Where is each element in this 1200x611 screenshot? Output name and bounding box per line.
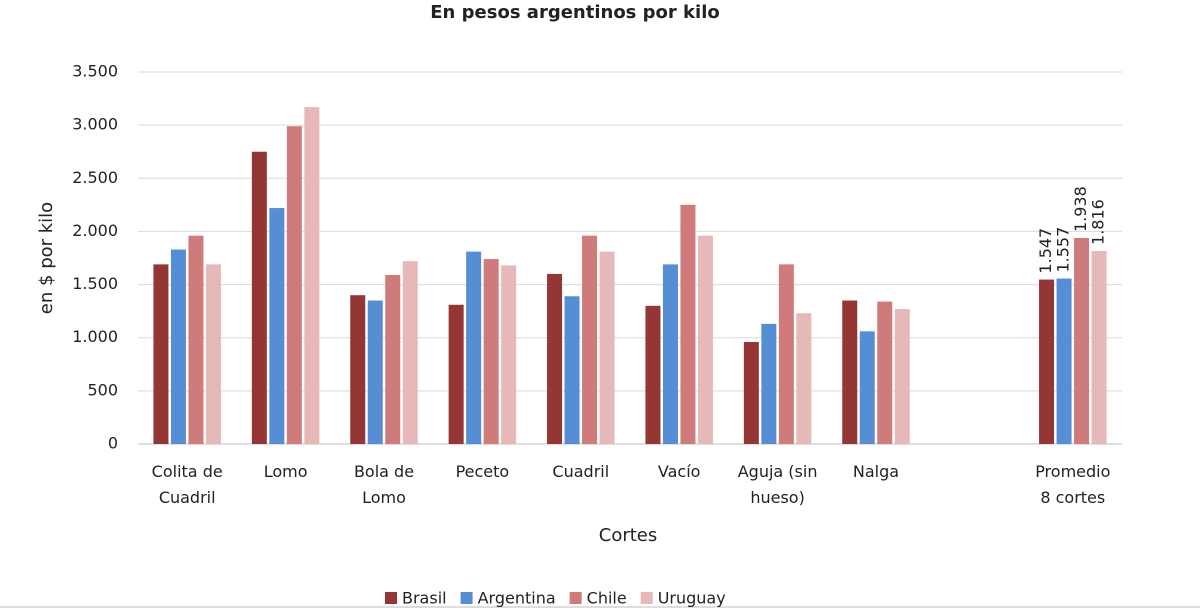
bar — [251, 151, 267, 444]
bar — [350, 295, 366, 444]
y-tick-label: 1.500 — [72, 274, 118, 293]
y-tick-label: 2.500 — [72, 168, 118, 187]
x-tick-label: Lomo — [263, 462, 308, 481]
bar — [448, 304, 464, 444]
x-tick-label: Aguja (sin hueso) — [737, 462, 818, 507]
bar — [153, 264, 169, 444]
x-tick-label: Nalga — [852, 462, 900, 481]
bar — [286, 126, 302, 444]
bar — [564, 296, 580, 444]
bar — [877, 301, 893, 444]
y-tick-label: 0 — [108, 434, 118, 453]
y-tick-label: 3.500 — [72, 62, 118, 81]
bar — [645, 305, 661, 444]
legend-swatch — [460, 592, 473, 604]
bar — [761, 323, 777, 444]
legend-label: Chile — [587, 589, 627, 608]
data-label: 1.547 — [1036, 228, 1055, 274]
x-tick-label: Vacío — [657, 462, 701, 481]
bar — [743, 341, 759, 444]
y-axis-label: en $ por kilo — [36, 202, 57, 314]
bar — [501, 265, 517, 444]
bar — [859, 331, 875, 444]
bar — [697, 235, 713, 444]
bar — [1074, 238, 1090, 444]
bar — [680, 204, 696, 444]
legend-label: Argentina — [478, 589, 556, 608]
bar — [599, 251, 615, 444]
bar — [796, 313, 812, 444]
y-tick-label: 3.000 — [72, 115, 118, 134]
bar — [385, 275, 401, 444]
x-axis-label: Cortes — [599, 525, 658, 546]
bar — [894, 309, 910, 444]
bar — [778, 264, 794, 444]
bar — [188, 235, 204, 444]
x-tick-label: Peceto — [455, 462, 510, 481]
bar — [842, 300, 858, 444]
y-tick-label: 2.000 — [72, 221, 118, 240]
legend-label: Uruguay — [658, 589, 726, 608]
bar — [269, 208, 285, 444]
bar — [582, 235, 598, 444]
bar — [466, 251, 482, 444]
y-tick-label: 1.000 — [72, 327, 118, 346]
data-label: 1.938 — [1071, 186, 1090, 232]
y-tick-label: 500 — [87, 380, 118, 399]
bar — [662, 264, 678, 444]
chart-title: En pesos argentinos por kilo — [430, 2, 719, 23]
x-tick-label: Cuadril — [552, 462, 610, 481]
data-label: 1.557 — [1054, 227, 1073, 273]
bar — [1056, 278, 1072, 444]
bar — [547, 273, 563, 444]
legend-swatch — [640, 592, 653, 604]
x-tick-label: Bola de Lomo — [353, 462, 415, 507]
legend-swatch — [569, 592, 582, 604]
bar — [1091, 250, 1107, 444]
bar — [170, 249, 186, 444]
x-tick-label: Promedio 8 cortes — [1035, 462, 1111, 507]
legend-label: Brasil — [402, 589, 447, 608]
bar — [1039, 279, 1055, 444]
bar — [402, 261, 418, 444]
data-label: 1.816 — [1089, 199, 1108, 245]
x-tick-label: Colita de Cuadril — [151, 462, 223, 507]
bar — [205, 264, 221, 444]
legend-swatch — [385, 592, 397, 604]
bar — [483, 259, 499, 444]
bar — [304, 107, 320, 445]
bar — [367, 300, 383, 444]
